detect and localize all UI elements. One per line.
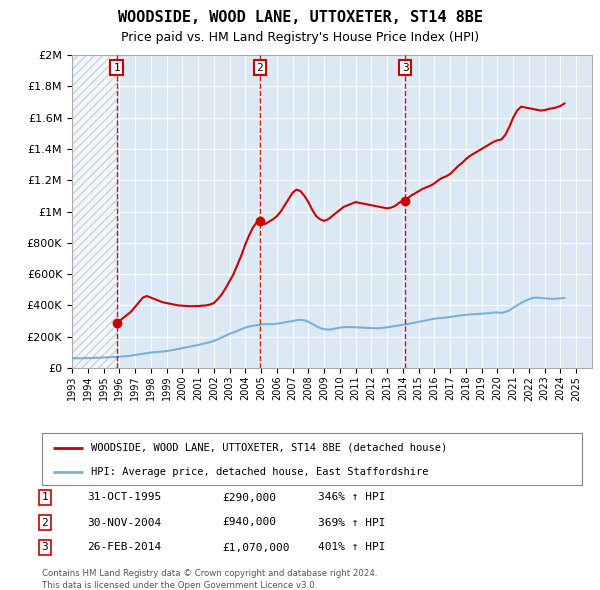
Text: 1: 1 bbox=[41, 493, 49, 503]
Text: 346% ↑ HPI: 346% ↑ HPI bbox=[318, 493, 386, 503]
Text: WOODSIDE, WOOD LANE, UTTOXETER, ST14 8BE (detached house): WOODSIDE, WOOD LANE, UTTOXETER, ST14 8BE… bbox=[91, 442, 447, 453]
Text: 369% ↑ HPI: 369% ↑ HPI bbox=[318, 517, 386, 527]
Bar bbox=[72, 55, 116, 368]
Text: This data is licensed under the Open Government Licence v3.0.: This data is licensed under the Open Gov… bbox=[42, 581, 317, 589]
Text: 26-FEB-2014: 26-FEB-2014 bbox=[87, 542, 161, 552]
Text: WOODSIDE, WOOD LANE, UTTOXETER, ST14 8BE: WOODSIDE, WOOD LANE, UTTOXETER, ST14 8BE bbox=[118, 11, 482, 25]
Text: 2: 2 bbox=[256, 63, 263, 73]
Text: 2: 2 bbox=[41, 517, 49, 527]
Text: 30-NOV-2004: 30-NOV-2004 bbox=[87, 517, 161, 527]
Text: 401% ↑ HPI: 401% ↑ HPI bbox=[318, 542, 386, 552]
Text: 3: 3 bbox=[402, 63, 409, 73]
Text: Price paid vs. HM Land Registry's House Price Index (HPI): Price paid vs. HM Land Registry's House … bbox=[121, 31, 479, 44]
Text: 31-OCT-1995: 31-OCT-1995 bbox=[87, 493, 161, 503]
Text: £1,070,000: £1,070,000 bbox=[222, 542, 290, 552]
Text: Contains HM Land Registry data © Crown copyright and database right 2024.: Contains HM Land Registry data © Crown c… bbox=[42, 569, 377, 578]
Text: HPI: Average price, detached house, East Staffordshire: HPI: Average price, detached house, East… bbox=[91, 467, 428, 477]
Text: £940,000: £940,000 bbox=[222, 517, 276, 527]
Text: £290,000: £290,000 bbox=[222, 493, 276, 503]
Text: 3: 3 bbox=[41, 542, 49, 552]
Text: 1: 1 bbox=[113, 63, 120, 73]
